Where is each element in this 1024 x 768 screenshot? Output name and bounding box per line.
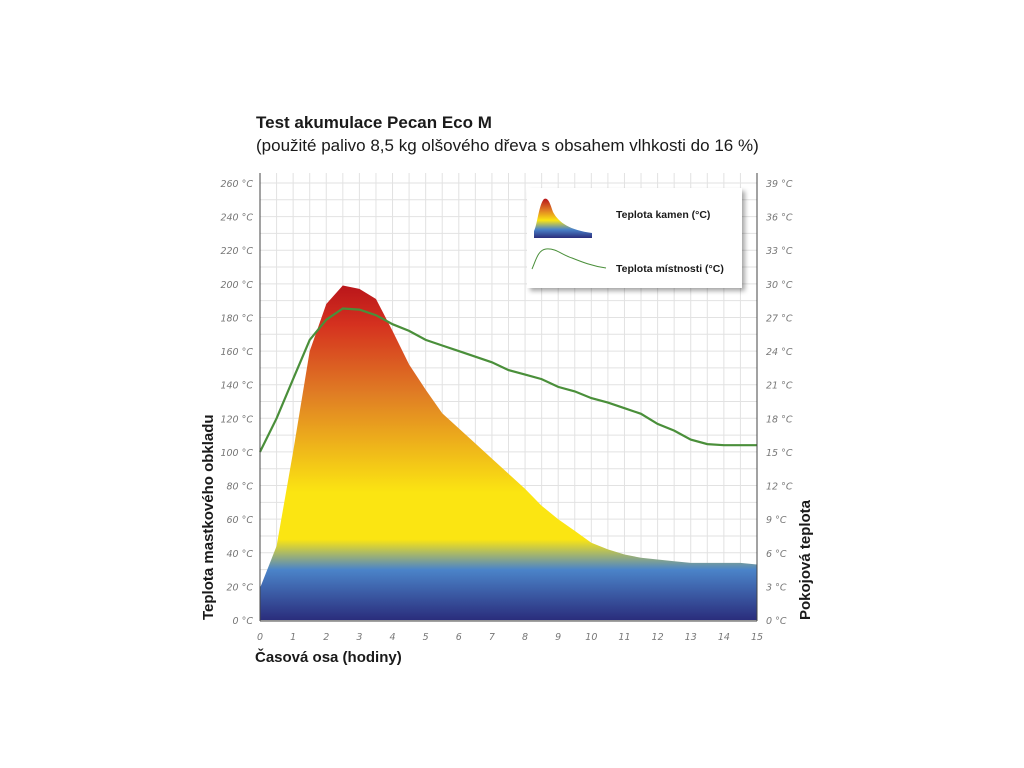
x-tick-label: 5 xyxy=(423,632,429,643)
y-right-tick-label: 3 °C xyxy=(766,582,787,593)
y-right-tick-label: 6 °C xyxy=(766,549,787,560)
x-tick-label: 1 xyxy=(290,632,296,643)
y-left-tick-label: 80 °C xyxy=(227,482,254,493)
x-tick-label: 15 xyxy=(751,632,763,643)
x-tick-label: 10 xyxy=(585,632,597,643)
y-left-tick-label: 120 °C xyxy=(220,414,253,425)
x-tick-label: 6 xyxy=(456,632,462,643)
y-left-tick-label: 140 °C xyxy=(220,381,253,392)
y-left-tick-label: 160 °C xyxy=(220,347,253,358)
x-tick-label: 7 xyxy=(489,632,495,643)
y-left-tick-label: 0 °C xyxy=(233,616,254,627)
y-right-tick-label: 39 °C xyxy=(766,179,793,190)
x-tick-label: 9 xyxy=(555,632,561,643)
stove-temperature-area xyxy=(260,285,757,620)
y-right-tick-label: 9 °C xyxy=(766,515,787,526)
y-left-tick-label: 100 °C xyxy=(220,448,253,459)
x-tick-label: 0 xyxy=(257,632,263,643)
x-axis-label: Časová osa (hodiny) xyxy=(255,648,402,666)
legend-label-room: Teplota místnosti (°C) xyxy=(616,263,724,275)
y-right-tick-labels: 0 °C 3 °C 6 °C 9 °C 12 °C 15 °C 18 °C 21 °C 24 °… xyxy=(766,179,793,627)
y-right-tick-label: 0 °C xyxy=(766,616,787,627)
x-tick-label: 8 xyxy=(522,632,528,643)
y-left-tick-labels: 0 °C 20 °C 40 °C 60 °C 80 °C 100 °C 120 °C 140 … xyxy=(220,179,253,627)
legend-label-stove: Teplota kamen (°C) xyxy=(616,209,710,221)
y-right-axis-label: Pokojová teplota xyxy=(797,499,814,620)
legend-swatch-stove xyxy=(534,198,592,238)
y-left-tick-label: 260 °C xyxy=(220,179,253,190)
y-right-tick-label: 15 °C xyxy=(766,448,793,459)
y-right-tick-label: 21 °C xyxy=(766,381,793,392)
y-right-tick-label: 33 °C xyxy=(766,246,793,257)
y-left-tick-label: 40 °C xyxy=(227,549,254,560)
y-left-tick-label: 180 °C xyxy=(220,313,253,324)
x-tick-label: 13 xyxy=(685,632,697,643)
chart-title: Test akumulace Pecan Eco M xyxy=(256,113,492,132)
y-left-tick-label: 220 °C xyxy=(220,246,253,257)
y-left-tick-label: 240 °C xyxy=(220,213,253,224)
y-left-tick-label: 60 °C xyxy=(227,515,254,526)
room-temperature-line xyxy=(259,307,757,453)
y-left-tick-label: 20 °C xyxy=(227,582,254,593)
x-tick-label: 2 xyxy=(323,632,329,643)
y-right-tick-label: 30 °C xyxy=(766,280,793,291)
x-tick-labels: 0 1 2 3 4 5 6 7 8 9 10 11 12 13 14 15 xyxy=(257,632,763,643)
y-right-tick-label: 18 °C xyxy=(766,414,793,425)
y-left-tick-label: 200 °C xyxy=(220,280,253,291)
x-tick-label: 3 xyxy=(356,632,362,643)
legend-swatch-room xyxy=(531,248,607,270)
y-right-tick-label: 36 °C xyxy=(766,213,793,224)
y-right-tick-label: 12 °C xyxy=(766,482,793,493)
x-tick-label: 12 xyxy=(652,632,664,643)
y-right-tick-label: 24 °C xyxy=(766,347,793,358)
y-right-tick-label: 27 °C xyxy=(766,313,793,324)
legend: Teplota kamen (°C) Teplota místnosti (°C… xyxy=(527,188,742,288)
x-tick-label: 4 xyxy=(390,632,396,643)
x-tick-label: 14 xyxy=(718,632,730,643)
y-left-axis-label: Teplota mastkového obkladu xyxy=(200,414,217,620)
x-tick-label: 11 xyxy=(618,632,630,643)
chart-subtitle: (použité palivo 8,5 kg olšového dřeva s … xyxy=(256,136,759,155)
